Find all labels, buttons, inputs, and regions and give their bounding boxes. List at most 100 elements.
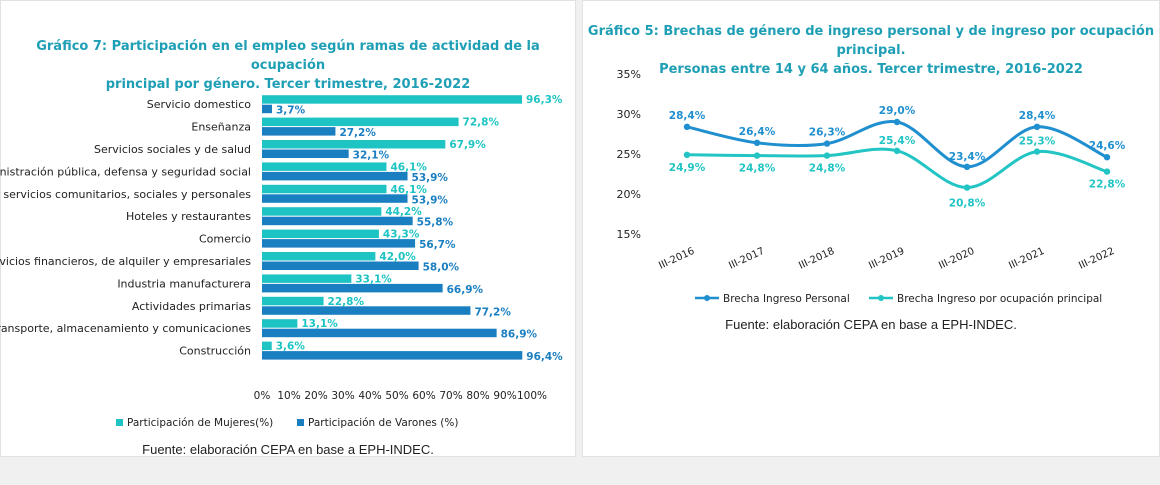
men-bar: [262, 149, 349, 158]
men-bar: [262, 306, 471, 315]
x-tick-label: 10%: [277, 390, 300, 402]
occupation-income-gap-line-value-label: 25,4%: [879, 135, 916, 147]
x-tick-label: 40%: [358, 390, 381, 402]
occupation-income-gap-line-value-label: 24,9%: [669, 162, 706, 174]
category-label: Hoteles y restaurantes: [126, 210, 251, 223]
men-value-label: 32,1%: [353, 150, 390, 162]
men-bar: [262, 351, 523, 360]
legend-men-label: Participación de Varones (%): [308, 417, 458, 429]
women-bar: [262, 117, 459, 127]
occupation-income-gap-line-value-label: 24,8%: [739, 163, 776, 175]
women-value-label: 67,9%: [449, 139, 486, 151]
x-tick-label: 0%: [254, 390, 271, 402]
x-tick-label: III-2021: [1007, 246, 1046, 272]
right-title-line1: Gráfico 5: Brechas de género de ingreso …: [587, 24, 1155, 58]
x-tick-label: 30%: [331, 390, 354, 402]
x-tick-label: 60%: [412, 390, 435, 402]
men-value-label: 96,4%: [526, 351, 563, 363]
personal-income-gap-line-point: [1103, 154, 1111, 161]
legend-women-label: Participación de Mujeres(%): [127, 417, 273, 429]
personal-income-gap-line-point: [893, 118, 901, 126]
personal-income-gap-line-value-label: 29,0%: [879, 105, 916, 117]
legend-occupation-label: Brecha Ingreso por ocupación principal: [897, 293, 1102, 305]
women-bar: [262, 252, 376, 261]
personal-income-gap-line-point: [753, 139, 761, 146]
women-value-label: 46,1%: [390, 161, 427, 173]
occupation-income-gap-line-point: [823, 152, 831, 159]
women-value-label: 44,2%: [385, 206, 422, 218]
category-label: Otros servicios comunitarios, sociales y…: [0, 188, 251, 201]
men-bar: [262, 127, 336, 136]
left-chart-panel: Gráfico 7: Participación en el empleo se…: [0, 0, 576, 457]
men-bar: [262, 283, 443, 293]
occupation-income-gap-line-value-label: 22,8%: [1089, 179, 1126, 191]
category-label: Servicios sociales y de salud: [94, 143, 251, 156]
women-value-label: 72,8%: [463, 117, 500, 129]
occupation-income-gap-line-point: [683, 151, 691, 158]
occupation-income-gap-line-value-label: 20,8%: [949, 198, 986, 210]
men-value-label: 66,9%: [447, 284, 484, 296]
right-chart-title: Gráfico 5: Brechas de género de ingreso …: [583, 22, 1159, 79]
occupation-income-gap-line-point: [753, 152, 761, 159]
y-tick-label: 30%: [617, 108, 641, 121]
women-value-label: 46,1%: [390, 184, 427, 196]
women-bar: [262, 207, 382, 216]
men-bar: [262, 104, 272, 114]
men-bar: [262, 239, 416, 248]
legend-occupation-marker: [878, 295, 884, 301]
men-value-label: 53,9%: [412, 172, 449, 184]
men-value-label: 56,7%: [419, 239, 456, 251]
women-bar: [262, 184, 387, 194]
x-tick-label: 50%: [385, 390, 408, 402]
personal-income-gap-line-value-label: 23,4%: [949, 151, 986, 163]
category-label: Industria manufacturera: [117, 277, 251, 290]
category-label: Construcción: [179, 345, 251, 358]
men-bar: [262, 216, 413, 226]
women-value-label: 42,0%: [379, 251, 416, 263]
x-tick-label: III-2018: [797, 246, 836, 272]
category-label: Administración pública, defensa y seguri…: [0, 165, 251, 178]
women-bar: [262, 229, 379, 239]
line-chart: 35% 30% 25% 20% 15% III-2016 III-2017 III-2018 I…: [617, 68, 1126, 305]
left-source-note: Fuente: elaboración CEPA en base a EPH-I…: [142, 442, 434, 457]
personal-income-gap-line-value-label: 26,3%: [809, 127, 846, 139]
women-value-label: 43,3%: [383, 229, 420, 241]
bottom-strip: [0, 457, 1160, 485]
men-bar: [262, 261, 419, 270]
women-bar: [262, 140, 446, 149]
personal-income-gap-line-value-label: 26,4%: [739, 126, 776, 138]
right-chart-panel: Gráfico 5: Brechas de género de ingreso …: [582, 0, 1160, 457]
men-value-label: 55,8%: [417, 217, 454, 229]
y-tick-label: 20%: [617, 188, 641, 201]
x-tick-label: 100%: [517, 390, 547, 402]
x-tick-label: III-2017: [727, 246, 766, 272]
personal-income-gap-line-point: [683, 123, 691, 130]
y-tick-label: 35%: [617, 68, 641, 81]
personal-income-gap-line-value-label: 28,4%: [669, 110, 706, 122]
women-value-label: 13,1%: [301, 318, 338, 330]
men-value-label: 3,7%: [276, 105, 306, 117]
personal-income-gap-line-value-label: 28,4%: [1019, 110, 1056, 122]
women-value-label: 96,3%: [526, 94, 563, 106]
x-tick-label: III-2016: [657, 246, 696, 272]
occupation-income-gap-line-point: [963, 184, 971, 191]
category-label: Servicios financieros, de alquiler y emp…: [0, 255, 251, 268]
men-bar: [262, 194, 408, 203]
men-value-label: 53,9%: [412, 194, 449, 206]
women-value-label: 3,6%: [276, 341, 306, 353]
x-tick-label: 70%: [439, 390, 462, 402]
left-title-line1: Gráfico 7: Participación en el empleo se…: [36, 39, 540, 73]
x-tick-label: III-2019: [867, 246, 906, 272]
x-tick-label: III-2020: [937, 246, 976, 272]
right-source-note: Fuente: elaboración CEPA en base a EPH-I…: [725, 317, 1017, 332]
x-tick-label: 20%: [304, 390, 327, 402]
category-label: Servicio domestico: [147, 98, 252, 111]
personal-income-gap-line-value-label: 24,6%: [1089, 140, 1126, 152]
personal-income-gap-line-point: [963, 163, 971, 170]
women-bar: [262, 296, 324, 306]
occupation-income-gap-line-value-label: 25,3%: [1019, 136, 1056, 148]
x-tick-label: III-2022: [1077, 246, 1116, 272]
right-title-line2: Personas entre 14 y 64 años. Tercer trim…: [659, 62, 1083, 77]
y-tick-label: 15%: [617, 228, 641, 241]
legend-personal-label: Brecha Ingreso Personal: [723, 293, 850, 305]
